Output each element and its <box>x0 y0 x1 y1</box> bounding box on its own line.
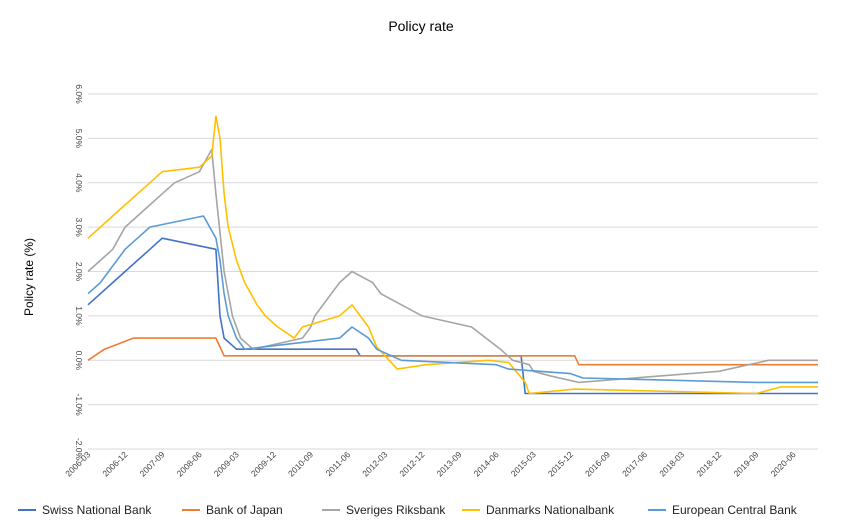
series-line <box>87 115 818 395</box>
legend-item: European Central Bank <box>648 503 798 517</box>
x-tick-label: 2009-12 <box>249 449 278 478</box>
y-tick-label: -2.0% <box>74 438 84 461</box>
x-tick-label: 2016-09 <box>583 449 612 478</box>
y-axis-label: Policy rate (%) <box>22 238 36 316</box>
x-axis-ticks: 2006-03 2006-12 2007-09 2008-06 2009-03 2009-… <box>63 449 798 478</box>
legend-label: Sveriges Riksbank <box>346 503 446 517</box>
y-tick-label: 5.0% <box>74 129 84 149</box>
series-lines <box>87 115 818 395</box>
legend-item: Swiss National Bank <box>18 503 152 517</box>
x-tick-label: 2013-09 <box>434 449 463 478</box>
legend-item: Danmarks Nationalbank <box>462 503 615 517</box>
x-tick-label: 2015-12 <box>546 449 575 478</box>
chart-title: Policy rate <box>388 18 454 34</box>
legend-label: Bank of Japan <box>206 503 283 517</box>
x-tick-label: 2012-03 <box>360 449 389 478</box>
legend-label: European Central Bank <box>672 503 798 517</box>
legend-label: Danmarks Nationalbank <box>486 503 615 517</box>
y-axis-ticks: 6.0% 5.0% 4.0% 3.0% 2.0% 1.0% 0.0% -1.0% -2.0% <box>74 84 84 460</box>
series-line <box>87 215 818 384</box>
x-tick-label: 2014-06 <box>472 449 501 478</box>
x-tick-label: 2018-12 <box>694 449 723 478</box>
x-tick-label: 2011-06 <box>324 449 353 478</box>
x-tick-label: 2015-03 <box>509 449 538 478</box>
y-tick-label: 3.0% <box>74 217 84 237</box>
series-line <box>87 337 818 366</box>
y-tick-label: 0.0% <box>74 351 84 371</box>
y-tick-label: 1.0% <box>74 306 84 326</box>
x-tick-label: 2020-06 <box>769 449 798 478</box>
x-tick-label: 2012-12 <box>397 449 426 478</box>
legend-item: Bank of Japan <box>182 503 283 517</box>
x-tick-label: 2009-03 <box>212 449 241 478</box>
gridlines <box>88 93 818 450</box>
x-tick-label: 2006-12 <box>100 449 129 478</box>
x-tick-label: 2010-09 <box>286 449 315 478</box>
x-tick-label: 2017-06 <box>620 449 649 478</box>
y-tick-label: 4.0% <box>74 173 84 193</box>
y-tick-label: 2.0% <box>74 262 84 282</box>
x-tick-label: 2018-03 <box>657 449 686 478</box>
legend-label: Swiss National Bank <box>42 503 152 517</box>
x-tick-label: 2008-06 <box>175 449 204 478</box>
x-tick-label: 2007-09 <box>138 449 167 478</box>
y-tick-label: -1.0% <box>74 394 84 417</box>
series-line <box>87 148 818 384</box>
y-tick-label: 6.0% <box>74 84 84 104</box>
legend: Swiss National Bank Bank of Japan Sveriges… <box>18 503 798 517</box>
legend-item: Sveriges Riksbank <box>322 503 446 517</box>
x-tick-label: 2019-09 <box>731 449 760 478</box>
